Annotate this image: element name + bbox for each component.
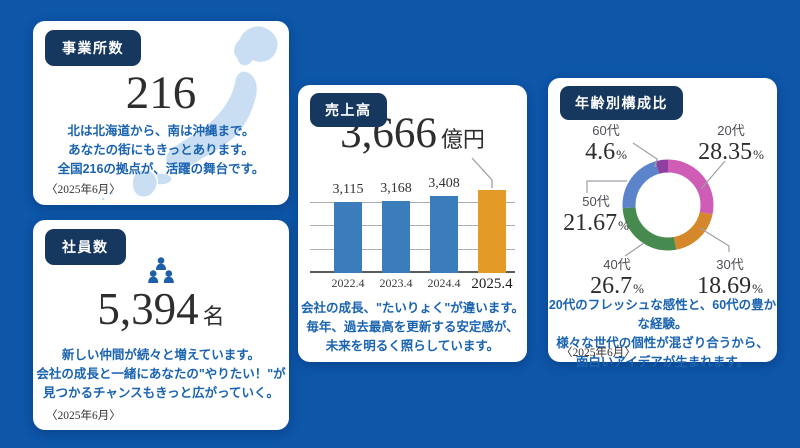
employees-desc-line: 新しい仲間が続々と増えています。 [61, 348, 261, 362]
people-group-icon [33, 256, 289, 291]
map-kyushu [131, 168, 159, 198]
offices-desc-line: 全国216の拠点が、活躍の舞台です。 [57, 162, 265, 176]
sales-description: 会社の成長、"たいりょく"が違います。 毎年、過去最高を更新する安定感が、 未来… [298, 299, 527, 356]
employees-count: 5,394 名 [33, 283, 289, 335]
offices-description: 北は北海道から、南は沖縄まで。 あなたの街にもきっとあります。 全国216の拠点… [33, 122, 289, 179]
gridline [310, 225, 515, 226]
leader-line-30s [699, 227, 730, 252]
bar-2022.4 [334, 202, 362, 273]
offices-desc-line: 北は北海道から、南は沖縄まで。 [67, 124, 255, 138]
x-axis-label: 2022.4 [331, 276, 365, 290]
employees-count-unit: 名 [202, 304, 225, 329]
age-description: 20代のフレッシュな感性と、60代の豊かな経験。 様々な世代の個性が混ざり合うか… [548, 296, 777, 372]
offices-asof-date: 〈2025年6月〉 [46, 184, 121, 196]
x-axis-label: 2025.4 [471, 276, 513, 292]
map-okinawa [107, 189, 115, 197]
sales-headline-unit: 億円 [440, 127, 485, 152]
offices-count: 216 [125, 67, 197, 119]
sales-desc-line: 毎年、過去最高を更新する安定感が、 [306, 320, 519, 334]
bar-value-label: 3,168 [380, 181, 412, 196]
employees-badge-label: 社員数 [62, 239, 109, 255]
sales-chart-x-axis: 2022.4 2023.4 2024.4 2025.4 [310, 276, 515, 294]
age-desc-line: 様々な世代の個性が混ざり合うから、 [556, 336, 769, 350]
x-axis-label: 2023.4 [379, 276, 413, 290]
sales-card: 売上高 3,666 億円 3,115 3,168 3,408 2022.4 2023.4… [298, 85, 527, 362]
employees-description: 新しい仲間が続々と増えています。 会社の成長と一緒にあなたの"やりたい！"が 見… [33, 346, 289, 403]
sales-badge-label: 売上高 [325, 102, 372, 118]
leader-line-20s [700, 160, 726, 190]
offices-card: 事業所数 216 北は北海道から、南は沖縄まで。 あなたの街にもきっとあります。… [33, 21, 289, 205]
japan-map-illustration [100, 25, 279, 202]
age-donut-chart [586, 142, 730, 257]
sales-desc-line: 会社の成長、"たいりょく"が違います。 [300, 301, 525, 315]
donut-segment-40代 [622, 159, 714, 251]
donut-leader-lines [586, 142, 730, 257]
bar-value-label: 3,115 [332, 182, 364, 197]
employees-card: 社員数 5,394 名 新しい仲間が続々と増えています。 会社の成長と一緒にあなた… [33, 220, 289, 430]
sales-badge: 売上高 [310, 93, 387, 127]
offices-badge-label: 事業所数 [62, 40, 124, 56]
donut-label-30s: 30代 18.69% [697, 257, 763, 299]
donut-label-50s: 50代 21.67% [563, 194, 629, 236]
offices-desc-line: あなたの街にもきっとあります。 [68, 143, 254, 157]
donut-segment-50代 [622, 159, 714, 251]
offices-badge: 事業所数 [45, 30, 141, 66]
donut-label-60s: 60代 4.6% [585, 123, 627, 165]
gridline [310, 202, 515, 203]
map-hokkaido [232, 25, 279, 67]
age-composition-card: 年齢別構成比 60代 4.6% 20代 28.35% 50代 21.67% 40… [548, 78, 777, 369]
callout-connector-line [471, 157, 493, 188]
map-honshu [164, 70, 259, 172]
age-asof-date: 〈2025年6月〉 [561, 347, 636, 359]
age-badge-label: 年齢別構成比 [575, 95, 668, 111]
bar-2023.4 [382, 201, 410, 273]
employees-badge: 社員数 [45, 229, 126, 265]
x-axis-label: 2024.4 [427, 276, 461, 290]
employees-desc-line: 会社の成長と一緒にあなたの"やりたい！"が [36, 367, 286, 381]
age-desc-line: 20代のフレッシュな感性と、60代の豊かな経験。 [548, 298, 777, 331]
age-badge: 年齢別構成比 [560, 86, 683, 120]
map-okinawa-2 [100, 196, 106, 202]
bar-2024.4 [430, 196, 458, 273]
age-desc-line: 面白いアイデアが生まれます。 [575, 355, 750, 369]
gridline [310, 249, 515, 250]
leader-line-40s [624, 242, 645, 257]
bar-value-label: 3,408 [428, 176, 460, 191]
x-axis-line [310, 271, 515, 273]
employees-asof-date: 〈2025年6月〉 [46, 410, 121, 422]
leader-line-50s [586, 180, 627, 193]
donut-label-20s: 20代 28.35% [698, 123, 764, 165]
employees-desc-line: 見つかるチャンスもきっと広がっていく。 [42, 386, 279, 400]
employees-count-number: 5,394 [97, 284, 199, 334]
sales-desc-line: 未来を明るく照らしています。 [325, 339, 500, 353]
donut-segment-60代 [622, 159, 714, 251]
donut-label-40s: 40代 26.7% [590, 257, 644, 299]
sales-bar-chart: 3,115 3,168 3,408 [310, 176, 515, 273]
bar-2025.4 [478, 190, 506, 273]
leader-line-60s [632, 142, 658, 168]
